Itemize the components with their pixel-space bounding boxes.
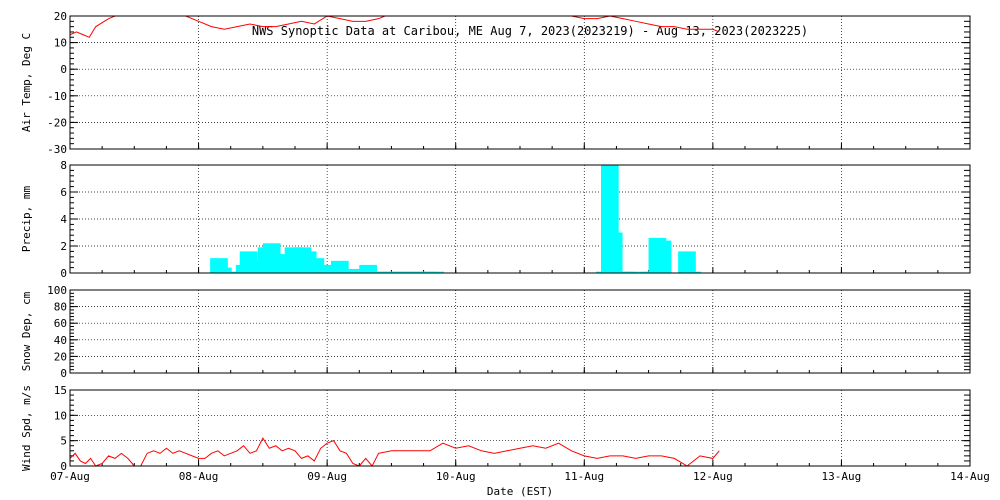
y-tick-label: 2 bbox=[60, 240, 67, 253]
y-tick-label: 0 bbox=[60, 63, 67, 76]
y-tick-label: 60 bbox=[54, 317, 67, 330]
y-tick-label: -10 bbox=[47, 90, 67, 103]
y-tick-label: 6 bbox=[60, 186, 67, 199]
precip-bar bbox=[342, 268, 361, 273]
y-tick-label: 40 bbox=[54, 334, 67, 347]
y-axis-label: Air Temp, Deg C bbox=[20, 33, 33, 132]
panel-frame bbox=[69, 164, 971, 274]
precip-bar bbox=[426, 271, 444, 273]
precip-bar bbox=[653, 240, 672, 273]
precip-bar bbox=[621, 271, 640, 273]
precip-bar bbox=[678, 251, 696, 273]
y-tick-label: 0 bbox=[60, 460, 67, 473]
series-line bbox=[70, 437, 720, 466]
y-tick-label: 5 bbox=[60, 435, 67, 448]
y-tick-label: 10 bbox=[54, 409, 67, 422]
y-axis-label: Precip, mm bbox=[20, 186, 33, 253]
panel-3: 0 5 10 15 Wind Spd, m/s bbox=[20, 384, 971, 473]
chart-title: NWS Synoptic Data at Caribou, ME Aug 7, … bbox=[252, 24, 808, 38]
y-tick-label: 20 bbox=[54, 350, 67, 363]
panel-frame bbox=[69, 289, 971, 374]
x-tick-label: 12-Aug bbox=[693, 470, 733, 483]
x-tick-label: 13-Aug bbox=[822, 470, 862, 483]
x-tick-label: 10-Aug bbox=[436, 470, 476, 483]
panels: -30 -20 -10 0 10 20 Air Temp, Deg C 0 2 4 6 8 Precip… bbox=[20, 10, 990, 483]
x-tick-label: 09-Aug bbox=[307, 470, 347, 483]
x-tick-label: 11-Aug bbox=[564, 470, 604, 483]
y-tick-label: 100 bbox=[47, 284, 67, 297]
y-tick-label: -20 bbox=[47, 116, 67, 129]
y-tick-label: 0 bbox=[60, 367, 67, 380]
panel-frame bbox=[69, 15, 971, 150]
y-tick-label: 8 bbox=[60, 159, 67, 172]
x-axis-label: Date (EST) bbox=[487, 485, 553, 498]
y-tick-label: -30 bbox=[47, 143, 67, 156]
y-tick-label: 10 bbox=[54, 37, 67, 50]
precip-bar bbox=[683, 271, 701, 273]
precip-bar bbox=[604, 232, 623, 273]
panel-1: 0 2 4 6 8 Precip, mm bbox=[20, 159, 971, 280]
precip-bar bbox=[359, 264, 377, 273]
panel-0: -30 -20 -10 0 10 20 Air Temp, Deg C bbox=[20, 10, 971, 156]
y-tick-label: 20 bbox=[54, 10, 67, 23]
panel-frame bbox=[69, 389, 971, 467]
x-tick-label: 14-Aug bbox=[950, 470, 990, 483]
y-tick-label: 4 bbox=[60, 213, 67, 226]
precip-bar bbox=[400, 271, 419, 273]
y-tick-label: 0 bbox=[60, 267, 67, 280]
panel-2: 0 20 40 60 80 100 Snow Dep, cm bbox=[20, 284, 971, 380]
y-tick-label: 80 bbox=[54, 301, 67, 314]
y-axis-label: Wind Spd, m/s bbox=[20, 385, 33, 471]
y-tick-label: 15 bbox=[54, 384, 67, 397]
precip-bar bbox=[316, 264, 335, 273]
y-axis-label: Snow Dep, cm bbox=[20, 291, 33, 371]
x-tick-label: 07-Aug bbox=[50, 470, 90, 483]
precip-bar bbox=[214, 267, 232, 273]
x-tick-label: 08-Aug bbox=[179, 470, 219, 483]
